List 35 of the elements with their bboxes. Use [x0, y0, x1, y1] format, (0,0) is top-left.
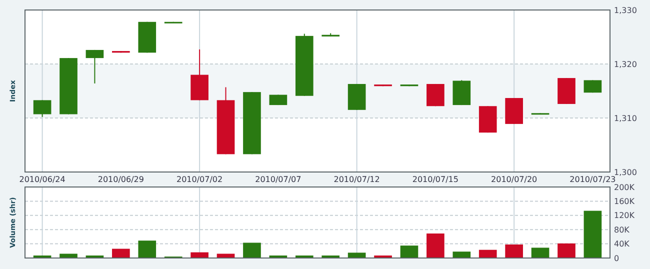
candlestick — [33, 100, 52, 118]
y-tick-label: 40K — [614, 240, 630, 249]
x-tick-label: 2010/07/02 — [176, 175, 223, 184]
bar — [426, 234, 444, 258]
bar — [400, 246, 418, 258]
y-tick-label: 120K — [614, 211, 636, 220]
y-tick-label: 0 — [614, 254, 620, 263]
y-tick-label: 1,320 — [614, 60, 637, 69]
x-tick-label: 2010/06/24 — [19, 175, 66, 184]
candlestick — [584, 80, 602, 94]
candlestick — [86, 49, 104, 84]
bar — [348, 252, 366, 258]
bar — [584, 210, 602, 258]
y-tick-label: 80K — [614, 225, 630, 234]
y-tick-label: 1,300 — [614, 168, 637, 177]
bar — [558, 243, 576, 258]
x-tick-label: 2010/07/07 — [255, 175, 302, 184]
bar — [112, 248, 130, 258]
bar — [138, 240, 156, 258]
y-tick-label: 1,310 — [614, 114, 637, 123]
x-tick-label: 2010/07/15 — [412, 175, 458, 184]
bar — [216, 254, 235, 258]
bar — [243, 242, 261, 258]
bar — [505, 244, 523, 258]
x-tick-label: 2010/07/20 — [491, 175, 538, 184]
y-tick-label: 160K — [614, 197, 636, 206]
x-tick-label: 2010/07/12 — [334, 175, 380, 184]
bar — [60, 254, 78, 258]
x-tick-label: 2010/07/23 — [570, 175, 616, 184]
bar — [478, 250, 497, 258]
bar — [452, 252, 471, 258]
y-tick-label: 1,330 — [614, 6, 637, 15]
bar — [531, 248, 550, 258]
x-tick-label: 2010/06/29 — [98, 175, 144, 184]
y-tick-label: 200K — [614, 182, 636, 192]
